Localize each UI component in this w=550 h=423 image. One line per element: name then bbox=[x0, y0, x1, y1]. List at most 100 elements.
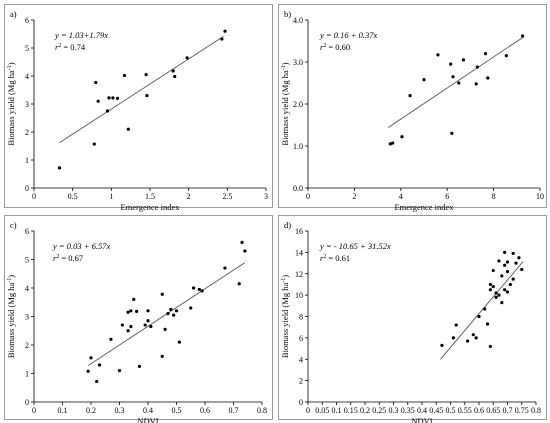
data-point bbox=[503, 250, 507, 254]
y-tick-label: 0 bbox=[299, 398, 303, 407]
data-point bbox=[96, 99, 100, 103]
y-tick-label: 4 bbox=[25, 284, 29, 293]
panel-label: a) bbox=[10, 9, 17, 19]
data-point bbox=[89, 356, 93, 360]
x-tick-label: 2 bbox=[187, 192, 191, 201]
data-point bbox=[174, 309, 179, 313]
data-point bbox=[137, 364, 142, 368]
data-point bbox=[163, 327, 167, 331]
data-point bbox=[145, 94, 149, 98]
panel-frame bbox=[278, 4, 547, 208]
y-axis-label: Biomass yield (Mg ha-1) bbox=[6, 62, 16, 145]
data-point bbox=[500, 301, 504, 305]
y-tick-label: 4.0 bbox=[293, 16, 303, 25]
data-point bbox=[505, 290, 510, 294]
y-tick-label: 4 bbox=[25, 72, 29, 81]
x-tick-label: 0.1 bbox=[332, 406, 342, 415]
x-tick-label: 0.65 bbox=[486, 406, 500, 415]
x-tick-label: 0 bbox=[306, 192, 310, 201]
y-axis-label: Biomass yield (Mg ha-1) bbox=[280, 62, 290, 145]
data-point bbox=[477, 314, 481, 319]
data-point bbox=[449, 62, 453, 66]
x-tick-label: 1.5 bbox=[145, 192, 155, 201]
data-point bbox=[160, 354, 164, 358]
x-tick-label: 0 bbox=[32, 192, 36, 201]
x-tick-label: 0.6 bbox=[474, 406, 484, 415]
data-point bbox=[494, 291, 498, 295]
data-point bbox=[497, 293, 501, 297]
x-tick-label: 0.2 bbox=[360, 406, 370, 415]
data-point bbox=[505, 270, 510, 274]
data-point bbox=[514, 261, 518, 265]
data-point bbox=[436, 53, 440, 57]
r-squared-label: r2 = 0.60 bbox=[320, 42, 350, 52]
y-tick-label: 1.0 bbox=[293, 142, 303, 151]
panel-frame bbox=[4, 215, 273, 420]
data-point bbox=[517, 256, 521, 260]
y-tick-label: 2 bbox=[25, 128, 29, 137]
x-tick-label: 0.7 bbox=[229, 406, 239, 415]
x-tick-label: 0.75 bbox=[515, 406, 529, 415]
y-tick-label: 2.0 bbox=[293, 100, 303, 109]
y-tick-label: 14 bbox=[295, 248, 303, 257]
data-point bbox=[486, 76, 490, 80]
x-tick-label: 4 bbox=[399, 192, 403, 201]
data-point bbox=[144, 73, 148, 77]
data-point bbox=[408, 94, 412, 98]
y-tick-label: 0 bbox=[25, 184, 29, 193]
x-tick-label: 0.25 bbox=[372, 406, 386, 415]
data-point bbox=[172, 313, 176, 317]
x-axis-label: NDVI bbox=[137, 416, 158, 423]
y-tick-label: 3 bbox=[25, 313, 29, 322]
y-tick-label: 5 bbox=[25, 44, 29, 53]
data-point bbox=[494, 295, 498, 299]
panel-label: c) bbox=[10, 220, 17, 230]
y-tick-label: 6 bbox=[25, 227, 29, 236]
x-tick-label: 1 bbox=[109, 192, 113, 201]
x-tick-label: 0.15 bbox=[344, 406, 358, 415]
x-tick-label: 0.5 bbox=[68, 192, 78, 201]
data-point bbox=[146, 309, 150, 313]
x-tick-label: 0.5 bbox=[446, 406, 456, 415]
y-tick-label: 16 bbox=[295, 227, 303, 236]
data-point bbox=[126, 127, 130, 131]
x-tick-label: 0.55 bbox=[458, 406, 472, 415]
data-point bbox=[107, 96, 111, 100]
data-point bbox=[135, 309, 139, 313]
data-point bbox=[520, 267, 524, 272]
data-point bbox=[109, 337, 113, 341]
data-point bbox=[422, 78, 426, 82]
x-tick-label: 3 bbox=[264, 192, 268, 201]
data-point bbox=[126, 310, 130, 314]
x-tick-label: 0 bbox=[306, 406, 310, 415]
x-tick-label: 0.8 bbox=[531, 406, 541, 415]
data-point bbox=[503, 288, 507, 292]
data-point bbox=[117, 369, 122, 373]
x-tick-label: 0.05 bbox=[315, 406, 329, 415]
data-point bbox=[461, 58, 466, 62]
data-point bbox=[97, 363, 102, 367]
regression-equation: y = 0.16 + 0.37x bbox=[319, 30, 377, 40]
data-point bbox=[169, 307, 173, 311]
regression-equation: y = 1.03+1.79x bbox=[54, 30, 108, 40]
x-tick-label: 0.2 bbox=[86, 406, 96, 415]
y-tick-label: 1 bbox=[25, 156, 29, 165]
y-tick-label: 12 bbox=[295, 270, 303, 279]
y-tick-label: 1 bbox=[25, 370, 29, 379]
y-tick-label: 8 bbox=[299, 313, 303, 322]
data-point bbox=[86, 369, 90, 373]
data-point bbox=[149, 324, 153, 329]
data-point bbox=[457, 81, 461, 85]
x-axis-label: NDVI bbox=[411, 416, 432, 423]
y-tick-label: 4 bbox=[299, 355, 303, 364]
data-point bbox=[451, 336, 455, 340]
x-tick-label: 0.4 bbox=[417, 406, 427, 415]
data-point bbox=[185, 56, 189, 60]
x-axis-label: Emergence index bbox=[394, 202, 454, 212]
data-point bbox=[173, 74, 177, 79]
y-tick-label: 0 bbox=[25, 398, 29, 407]
regression-equation: y = - 10.65 + 31.52x bbox=[319, 241, 391, 251]
y-axis-label: Biomass yield (Mg ha-1) bbox=[280, 275, 290, 358]
data-point bbox=[220, 37, 224, 41]
data-point bbox=[120, 323, 124, 327]
